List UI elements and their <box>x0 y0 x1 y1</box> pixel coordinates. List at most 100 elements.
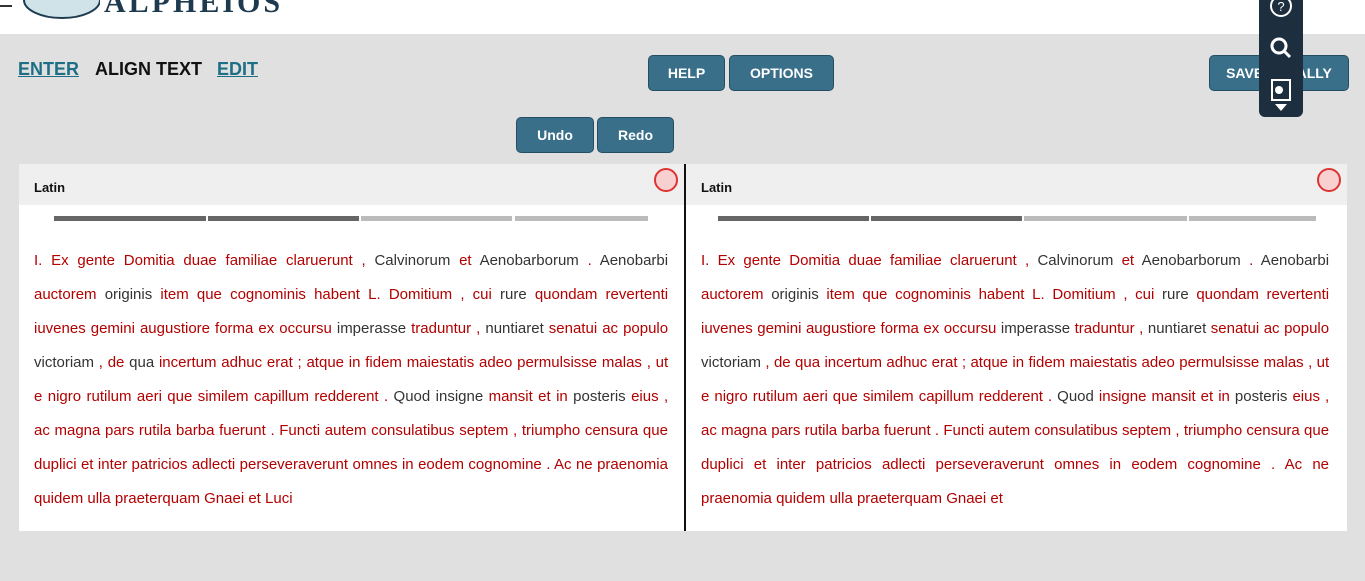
word[interactable]: familiae <box>890 252 942 269</box>
word[interactable]: praeterquam <box>114 490 200 507</box>
word[interactable]: . <box>270 422 275 439</box>
word[interactable]: capillum <box>918 388 974 405</box>
nav-link[interactable]: ENTER <box>18 59 80 79</box>
word[interactable]: nigro <box>714 388 748 405</box>
word[interactable]: familiae <box>225 252 278 269</box>
word[interactable]: Gnaei <box>946 490 987 507</box>
word[interactable]: item <box>160 286 189 303</box>
word[interactable]: aeri <box>136 388 162 405</box>
word[interactable]: , <box>663 388 669 405</box>
word[interactable]: originis <box>771 286 819 303</box>
word[interactable]: cognominis <box>230 286 306 303</box>
word[interactable]: perseveraverunt <box>239 456 349 473</box>
word[interactable]: magna <box>54 422 101 439</box>
word[interactable]: adeo <box>1141 354 1175 371</box>
word[interactable]: de <box>773 354 791 371</box>
word[interactable]: occursu <box>279 320 332 337</box>
word[interactable]: permulsisse <box>517 354 598 371</box>
word[interactable]: cui <box>1135 286 1155 303</box>
word[interactable]: praeterquam <box>856 490 943 507</box>
word[interactable]: perseveraverunt <box>935 456 1044 473</box>
word[interactable]: populo <box>1284 320 1330 337</box>
word[interactable]: Domitia <box>123 252 175 269</box>
word[interactable]: et <box>1121 252 1135 269</box>
word[interactable]: augustiore <box>139 320 211 337</box>
hide-icon[interactable] <box>654 168 678 192</box>
word[interactable]: traduntur <box>1074 320 1135 337</box>
word[interactable]: duae <box>848 252 882 269</box>
word[interactable]: que <box>196 286 222 303</box>
word[interactable]: et <box>1200 388 1214 405</box>
word[interactable]: Ex <box>51 252 69 269</box>
word[interactable]: originis <box>104 286 153 303</box>
word[interactable]: ; <box>961 354 967 371</box>
word[interactable]: rutila <box>804 422 838 439</box>
word[interactable]: Quod <box>1057 388 1094 405</box>
word[interactable]: L. <box>368 286 381 303</box>
word[interactable]: septem <box>459 422 509 439</box>
word[interactable]: revertenti <box>1266 286 1330 303</box>
word[interactable]: , <box>1175 422 1180 439</box>
word[interactable]: occursu <box>943 320 997 337</box>
word[interactable]: praenomia <box>597 456 668 473</box>
word[interactable]: magna <box>721 422 767 439</box>
word[interactable]: eius <box>631 388 659 405</box>
word[interactable]: barba <box>841 422 880 439</box>
word[interactable]: in <box>348 354 361 371</box>
word[interactable]: victoriam <box>34 354 95 371</box>
word[interactable]: mansit <box>488 388 533 405</box>
word[interactable]: habent <box>314 286 360 303</box>
word[interactable]: Ex <box>717 252 736 269</box>
word[interactable]: Aenobarbi <box>1260 252 1330 269</box>
word[interactable]: . <box>1249 252 1254 269</box>
word[interactable]: , <box>1123 286 1128 303</box>
word[interactable]: patricios <box>131 456 188 473</box>
word[interactable]: ac <box>602 320 619 337</box>
word[interactable]: adhuc <box>221 354 263 371</box>
word[interactable]: Aenobarbi <box>599 252 669 269</box>
word[interactable]: e <box>701 388 710 405</box>
word[interactable]: duae <box>183 252 217 269</box>
word[interactable]: ut <box>1316 354 1330 371</box>
word[interactable]: quondam <box>534 286 598 303</box>
word[interactable]: Domitia <box>789 252 841 269</box>
word[interactable]: posteris <box>573 388 626 405</box>
hide-icon[interactable] <box>1317 168 1341 192</box>
word[interactable]: , <box>476 320 481 337</box>
word[interactable]: consulatibus <box>1034 422 1118 439</box>
word[interactable]: , <box>765 354 770 371</box>
word[interactable]: et <box>80 456 94 473</box>
word[interactable]: rutila <box>138 422 172 439</box>
word[interactable]: I. <box>701 252 710 269</box>
undo-button[interactable]: Undo <box>516 117 594 153</box>
word[interactable]: et <box>459 252 472 269</box>
word[interactable]: ac <box>1263 320 1280 337</box>
word[interactable]: . <box>1271 456 1276 473</box>
word[interactable]: . <box>1047 388 1053 405</box>
word[interactable]: que <box>862 286 888 303</box>
word[interactable]: nuntiaret <box>485 320 544 337</box>
word[interactable]: Aenobarborum <box>479 252 579 269</box>
word[interactable]: gemini <box>757 320 802 337</box>
word[interactable]: qua <box>795 354 821 371</box>
word[interactable]: duplici <box>701 456 744 473</box>
word[interactable]: ex <box>258 320 275 337</box>
word[interactable]: pars <box>771 422 801 439</box>
word[interactable]: fuerunt <box>883 422 931 439</box>
word[interactable]: duplici <box>34 456 77 473</box>
word[interactable]: L. <box>1032 286 1045 303</box>
word[interactable]: cognominis <box>895 286 971 303</box>
word[interactable]: , <box>646 354 651 371</box>
word[interactable]: Aenobarborum <box>1141 252 1241 269</box>
word[interactable]: fidem <box>365 354 402 371</box>
word[interactable]: e <box>34 388 43 405</box>
word[interactable]: eodem <box>1131 456 1178 473</box>
word[interactable]: que <box>1304 422 1330 439</box>
word[interactable]: , <box>1025 252 1030 269</box>
word[interactable]: adlecti <box>191 456 236 473</box>
word[interactable]: omnes <box>1054 456 1100 473</box>
word[interactable]: Luci <box>265 490 293 507</box>
word[interactable]: eius <box>1292 388 1320 405</box>
word[interactable]: qua <box>129 354 155 371</box>
word[interactable]: , <box>460 286 465 303</box>
